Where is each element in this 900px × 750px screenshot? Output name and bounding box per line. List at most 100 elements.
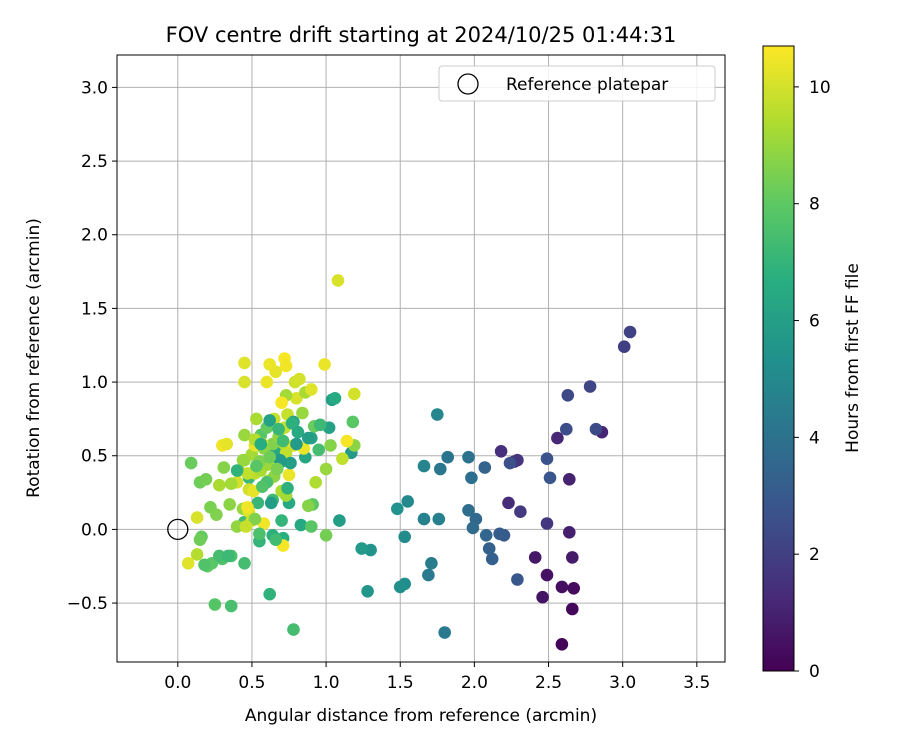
data-point bbox=[319, 462, 333, 476]
data-point bbox=[302, 431, 315, 445]
data-point bbox=[434, 462, 447, 476]
data-point bbox=[567, 582, 580, 595]
legend-reference-marker bbox=[457, 73, 479, 95]
data-point bbox=[230, 520, 244, 533]
y-tick-label: 2.0 bbox=[81, 226, 108, 246]
data-point bbox=[193, 533, 207, 546]
data-point bbox=[540, 568, 554, 582]
data-point bbox=[528, 551, 542, 564]
colorbar: 0 2 4 6 8 10 Hours from first FF file bbox=[762, 45, 863, 682]
data-point bbox=[241, 467, 254, 480]
data-point bbox=[583, 380, 597, 393]
data-point bbox=[431, 408, 444, 421]
y-tick-label: 2.5 bbox=[81, 152, 108, 172]
data-point bbox=[319, 529, 333, 542]
data-point bbox=[224, 477, 238, 491]
data-point bbox=[270, 462, 284, 476]
colorbar-label: Hours from first FF file bbox=[843, 263, 863, 453]
data-point bbox=[563, 526, 576, 539]
data-point bbox=[290, 437, 303, 451]
data-point bbox=[555, 638, 569, 651]
data-point bbox=[623, 325, 637, 339]
colorbar-tick-label: 2 bbox=[809, 545, 820, 565]
data-point bbox=[241, 501, 254, 514]
y-axis-ticks: −0.5 0.0 0.5 1.0 1.5 2.0 2.5 3.0 bbox=[67, 78, 117, 614]
data-point bbox=[263, 587, 277, 601]
data-point bbox=[199, 473, 213, 486]
data-point bbox=[441, 450, 455, 464]
data-point bbox=[279, 359, 293, 373]
data-point bbox=[248, 512, 262, 526]
data-point bbox=[293, 372, 306, 386]
data-point bbox=[361, 585, 374, 598]
y-tick-label: 1.5 bbox=[81, 299, 108, 319]
data-point bbox=[462, 504, 475, 517]
data-point bbox=[503, 456, 517, 470]
reference-platepar-marker bbox=[167, 518, 189, 541]
x-axis-label: Angular distance from reference (arcmin) bbox=[245, 706, 597, 726]
data-point bbox=[238, 375, 251, 389]
data-point bbox=[438, 626, 452, 639]
data-point bbox=[198, 558, 211, 572]
data-point bbox=[238, 428, 251, 442]
data-point bbox=[336, 452, 349, 466]
plot-frame bbox=[116, 54, 726, 663]
data-point bbox=[208, 598, 222, 611]
data-point bbox=[543, 471, 557, 485]
y-tick-label: 0.5 bbox=[81, 447, 108, 467]
data-point bbox=[340, 434, 354, 448]
data-point bbox=[223, 498, 236, 511]
data-point bbox=[312, 443, 326, 457]
y-tick-label: 3.0 bbox=[81, 78, 108, 98]
colorbar-tick-label: 8 bbox=[809, 195, 820, 215]
colorbar-tick-label: 4 bbox=[809, 428, 820, 448]
data-point bbox=[348, 387, 361, 401]
data-point bbox=[555, 580, 569, 594]
data-point bbox=[254, 437, 268, 451]
x-tick-label: 2.0 bbox=[461, 673, 488, 693]
data-point bbox=[213, 478, 226, 492]
data-point bbox=[331, 274, 345, 287]
data-point bbox=[217, 461, 231, 474]
data-point bbox=[432, 512, 446, 526]
x-tick-label: 2.5 bbox=[535, 673, 562, 693]
x-tick-label: 3.5 bbox=[683, 673, 710, 693]
data-point bbox=[190, 511, 204, 524]
data-point bbox=[560, 422, 573, 436]
data-point bbox=[493, 527, 506, 541]
data-point bbox=[393, 580, 407, 594]
chart-title: FOV centre drift starting at 2024/10/25 … bbox=[166, 23, 677, 47]
data-point bbox=[251, 496, 265, 510]
data-point bbox=[465, 471, 478, 485]
data-point bbox=[511, 573, 524, 586]
data-point bbox=[617, 340, 631, 354]
data-point bbox=[276, 434, 290, 448]
data-point bbox=[589, 422, 603, 436]
data-point bbox=[190, 548, 204, 561]
data-point bbox=[272, 422, 285, 436]
data-point bbox=[238, 557, 251, 570]
data-point bbox=[284, 456, 297, 470]
data-point bbox=[398, 530, 412, 544]
data-point bbox=[355, 542, 369, 555]
data-point bbox=[290, 392, 303, 405]
data-point bbox=[346, 415, 360, 429]
data-point bbox=[281, 481, 294, 495]
colorbar-tick-label: 0 bbox=[809, 662, 820, 682]
x-tick-label: 0.0 bbox=[164, 673, 191, 693]
data-point bbox=[220, 437, 233, 451]
data-point bbox=[482, 542, 496, 555]
data-point bbox=[302, 499, 315, 513]
data-point bbox=[264, 496, 278, 510]
data-point bbox=[425, 557, 438, 570]
data-point bbox=[478, 461, 492, 474]
x-tick-label: 1.5 bbox=[387, 673, 414, 693]
data-point bbox=[255, 480, 269, 494]
data-point bbox=[391, 502, 404, 516]
data-point bbox=[260, 375, 274, 389]
data-points bbox=[181, 274, 637, 651]
data-point bbox=[184, 456, 198, 470]
data-point bbox=[305, 383, 318, 396]
grid-lines bbox=[117, 55, 725, 662]
data-point bbox=[282, 468, 296, 482]
